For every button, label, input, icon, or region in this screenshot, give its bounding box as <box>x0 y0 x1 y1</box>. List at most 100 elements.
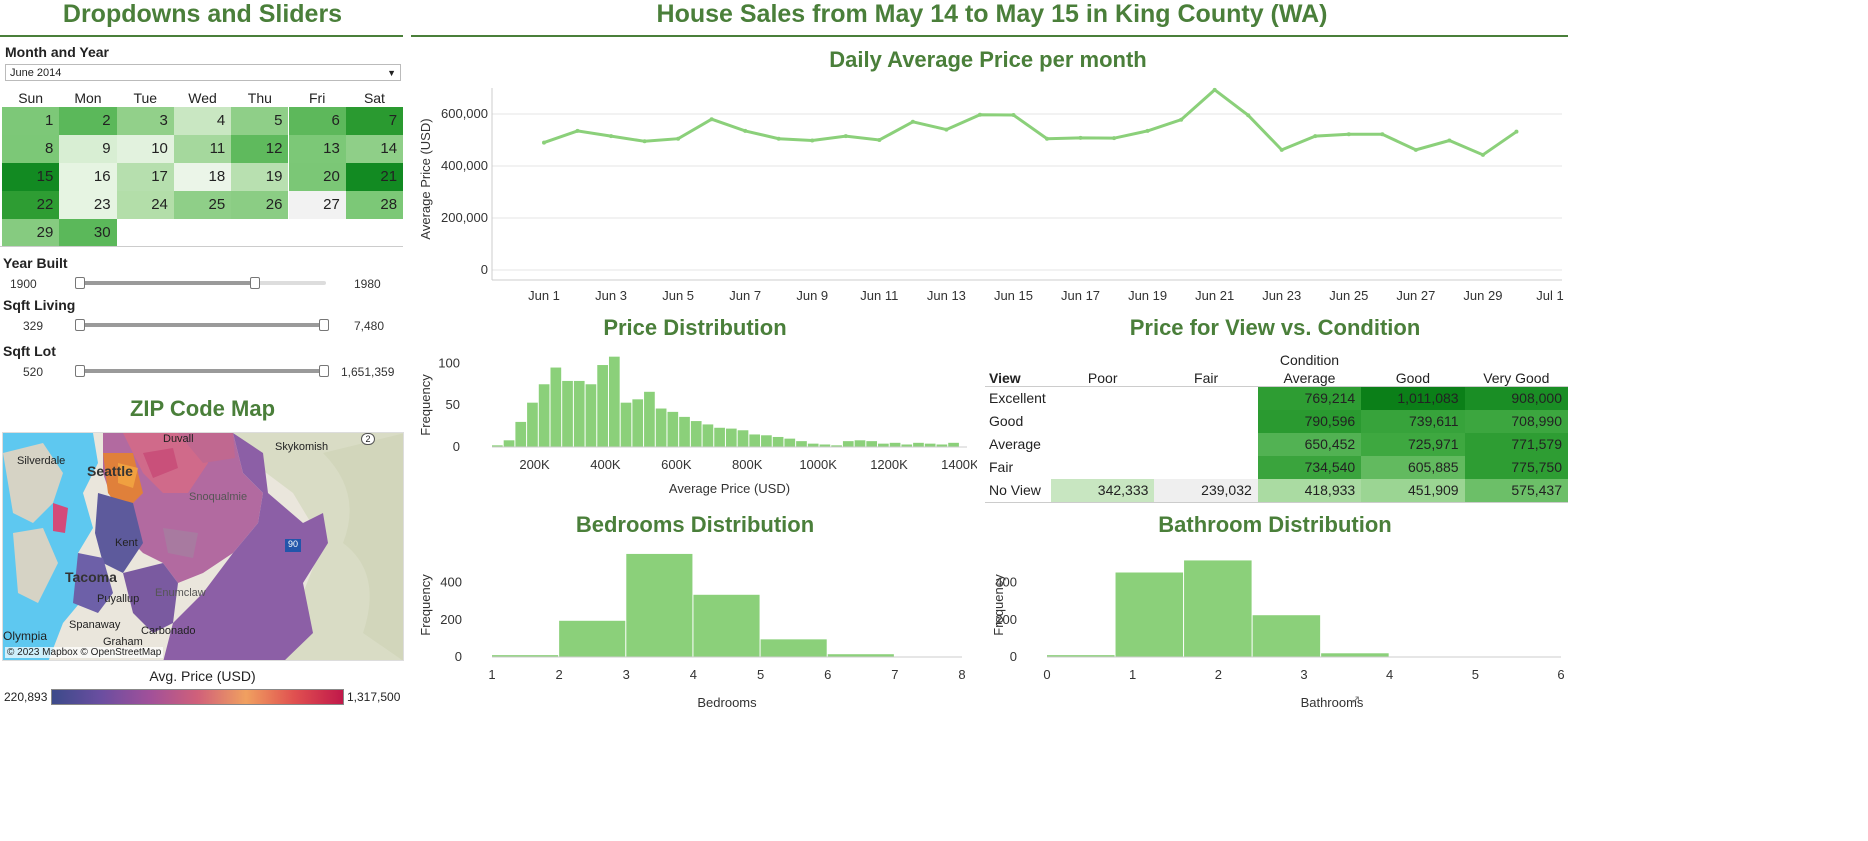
histogram-bar[interactable] <box>655 408 667 447</box>
table-cell[interactable]: 575,437 <box>1464 479 1568 502</box>
line-point[interactable] <box>1346 132 1351 137</box>
table-cell[interactable] <box>1154 456 1258 479</box>
line-point[interactable] <box>1112 136 1117 141</box>
calendar-day[interactable]: 17 <box>116 163 174 191</box>
line-point[interactable] <box>1380 132 1385 137</box>
line-point[interactable] <box>1246 113 1251 118</box>
calendar-day[interactable]: 22 <box>2 191 60 219</box>
slider-min-handle[interactable] <box>75 277 85 289</box>
line-point[interactable] <box>709 117 714 122</box>
histogram-bar[interactable] <box>807 443 819 447</box>
histogram-bar[interactable] <box>527 402 538 447</box>
line-point[interactable] <box>542 140 546 145</box>
histogram-bar[interactable] <box>854 440 866 447</box>
histogram-bar[interactable] <box>948 442 959 447</box>
calendar-day[interactable]: 30 <box>59 219 117 247</box>
bathroom-distribution-chart[interactable]: 0 200 400 0 1 2 3 4 5 6 Bathrooms Frequency ↗ <box>985 545 1568 710</box>
line-point[interactable] <box>1413 147 1418 152</box>
slider-max-handle[interactable] <box>249 277 260 289</box>
table-cell[interactable]: 451,909 <box>1361 479 1465 502</box>
histogram-bar[interactable] <box>1184 560 1252 657</box>
table-cell[interactable]: 769,214 <box>1257 387 1362 410</box>
histogram-bar[interactable] <box>737 430 749 447</box>
line-point[interactable] <box>1279 147 1284 152</box>
table-cell[interactable]: 771,579 <box>1464 433 1568 456</box>
table-cell[interactable]: 790,596 <box>1257 410 1362 433</box>
histogram-bar[interactable] <box>620 402 632 447</box>
histogram-bar[interactable] <box>608 356 620 447</box>
line-point[interactable] <box>910 119 915 124</box>
calendar-day[interactable]: 16 <box>59 163 117 191</box>
line-point[interactable] <box>1447 138 1452 143</box>
histogram-bar[interactable] <box>550 367 562 447</box>
pin-icon[interactable]: ↗ <box>1351 694 1360 706</box>
slider-min-handle[interactable] <box>75 319 85 331</box>
table-cell[interactable]: 650,452 <box>1257 433 1362 456</box>
line-point[interactable] <box>1313 134 1318 139</box>
line-point[interactable] <box>776 136 781 141</box>
histogram-bar[interactable] <box>878 443 889 447</box>
slider-max-handle[interactable] <box>319 319 329 331</box>
line-point[interactable] <box>1212 87 1217 92</box>
histogram-bar[interactable] <box>679 416 690 447</box>
calendar-day[interactable]: 5 <box>231 107 289 135</box>
histogram-bar[interactable] <box>1047 655 1115 657</box>
histogram-bar[interactable] <box>866 441 878 447</box>
histogram-bar[interactable] <box>842 441 854 447</box>
histogram-bar[interactable] <box>901 444 913 447</box>
histogram-bar[interactable] <box>819 444 831 447</box>
table-cell[interactable]: 239,032 <box>1154 479 1258 502</box>
histogram-bar[interactable] <box>1321 653 1389 657</box>
line-point[interactable] <box>1145 128 1150 133</box>
line-point[interactable] <box>1011 113 1016 118</box>
histogram-bar[interactable] <box>573 380 585 447</box>
calendar-day[interactable]: 19 <box>231 163 289 191</box>
line-point[interactable] <box>944 127 949 132</box>
table-cell[interactable] <box>1051 456 1155 479</box>
table-cell[interactable]: 739,611 <box>1361 410 1465 433</box>
calendar-day[interactable]: 21 <box>345 163 404 191</box>
line-point[interactable] <box>1179 117 1184 122</box>
calendar-day[interactable]: 4 <box>173 107 232 135</box>
table-cell[interactable]: 708,990 <box>1464 410 1568 433</box>
table-cell[interactable]: 734,540 <box>1257 456 1362 479</box>
histogram-bar[interactable] <box>562 380 573 447</box>
line-point[interactable] <box>642 139 647 144</box>
histogram-bar[interactable] <box>1252 615 1321 657</box>
table-cell[interactable]: 418,933 <box>1257 479 1362 502</box>
histogram-bar[interactable] <box>772 436 784 447</box>
histogram-bar[interactable] <box>585 384 597 447</box>
calendar-day[interactable]: 20 <box>288 163 346 191</box>
line-point[interactable] <box>575 128 580 133</box>
line-point[interactable] <box>743 128 748 133</box>
histogram-bar[interactable] <box>1115 572 1184 658</box>
histogram-bar[interactable] <box>632 399 644 447</box>
table-cell[interactable] <box>1154 387 1258 410</box>
daily-price-line-chart[interactable]: 0 200,000 400,000 600,000 Jun 1 Jun 3 Jun 5 Jun… <box>412 80 1568 305</box>
line-point[interactable] <box>977 112 982 117</box>
calendar-day[interactable]: 13 <box>288 135 346 163</box>
histogram-bar[interactable] <box>690 421 702 447</box>
table-cell[interactable] <box>1051 410 1155 433</box>
calendar-day[interactable]: 9 <box>59 135 117 163</box>
histogram-bar[interactable] <box>492 655 559 657</box>
slider-max-handle[interactable] <box>319 365 329 377</box>
histogram-bar[interactable] <box>714 427 725 447</box>
calendar-day[interactable]: 12 <box>231 135 289 163</box>
histogram-bar[interactable] <box>597 365 608 447</box>
calendar-day[interactable]: 11 <box>173 135 232 163</box>
line-point[interactable] <box>1480 152 1485 157</box>
price-line-series[interactable] <box>543 87 1518 157</box>
calendar-day[interactable]: 8 <box>2 135 60 163</box>
histogram-bar[interactable] <box>936 444 948 447</box>
histogram-bar[interactable] <box>693 594 760 657</box>
line-point[interactable] <box>877 138 882 142</box>
histogram-bar[interactable] <box>749 434 761 447</box>
calendar-day[interactable]: 15 <box>2 163 60 191</box>
slider-min-handle[interactable] <box>75 365 85 377</box>
calendar-day[interactable]: 7 <box>345 107 404 135</box>
bedrooms-distribution-chart[interactable]: 0 200 400 1 2 3 4 5 6 7 8 Bedrooms Frequency <box>412 545 977 710</box>
calendar-day[interactable]: 6 <box>288 107 346 135</box>
line-point[interactable] <box>810 138 815 143</box>
table-cell[interactable] <box>1051 387 1155 410</box>
